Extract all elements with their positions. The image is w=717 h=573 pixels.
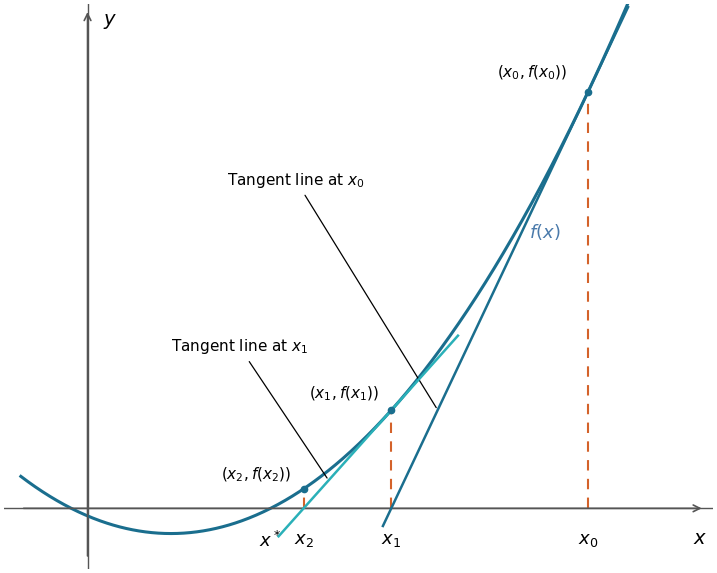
Text: $x^*$: $x^*$: [260, 531, 282, 551]
Text: Tangent line at $x_0$: Tangent line at $x_0$: [227, 171, 436, 407]
Text: $(x_2, f(x_2))$: $(x_2, f(x_2))$: [221, 465, 291, 484]
Text: $y$: $y$: [103, 11, 117, 31]
Text: Tangent line at $x_1$: Tangent line at $x_1$: [171, 337, 327, 478]
Text: $x_1$: $x_1$: [381, 531, 402, 549]
Text: $(x_0, f(x_0))$: $(x_0, f(x_0))$: [497, 64, 567, 83]
Text: $x_0$: $x_0$: [578, 531, 598, 549]
Text: $f(x)$: $f(x)$: [529, 222, 561, 242]
Text: $x_2$: $x_2$: [294, 531, 313, 549]
Text: $(x_1, f(x_1))$: $(x_1, f(x_1))$: [308, 384, 379, 403]
Text: $x$: $x$: [693, 528, 708, 547]
